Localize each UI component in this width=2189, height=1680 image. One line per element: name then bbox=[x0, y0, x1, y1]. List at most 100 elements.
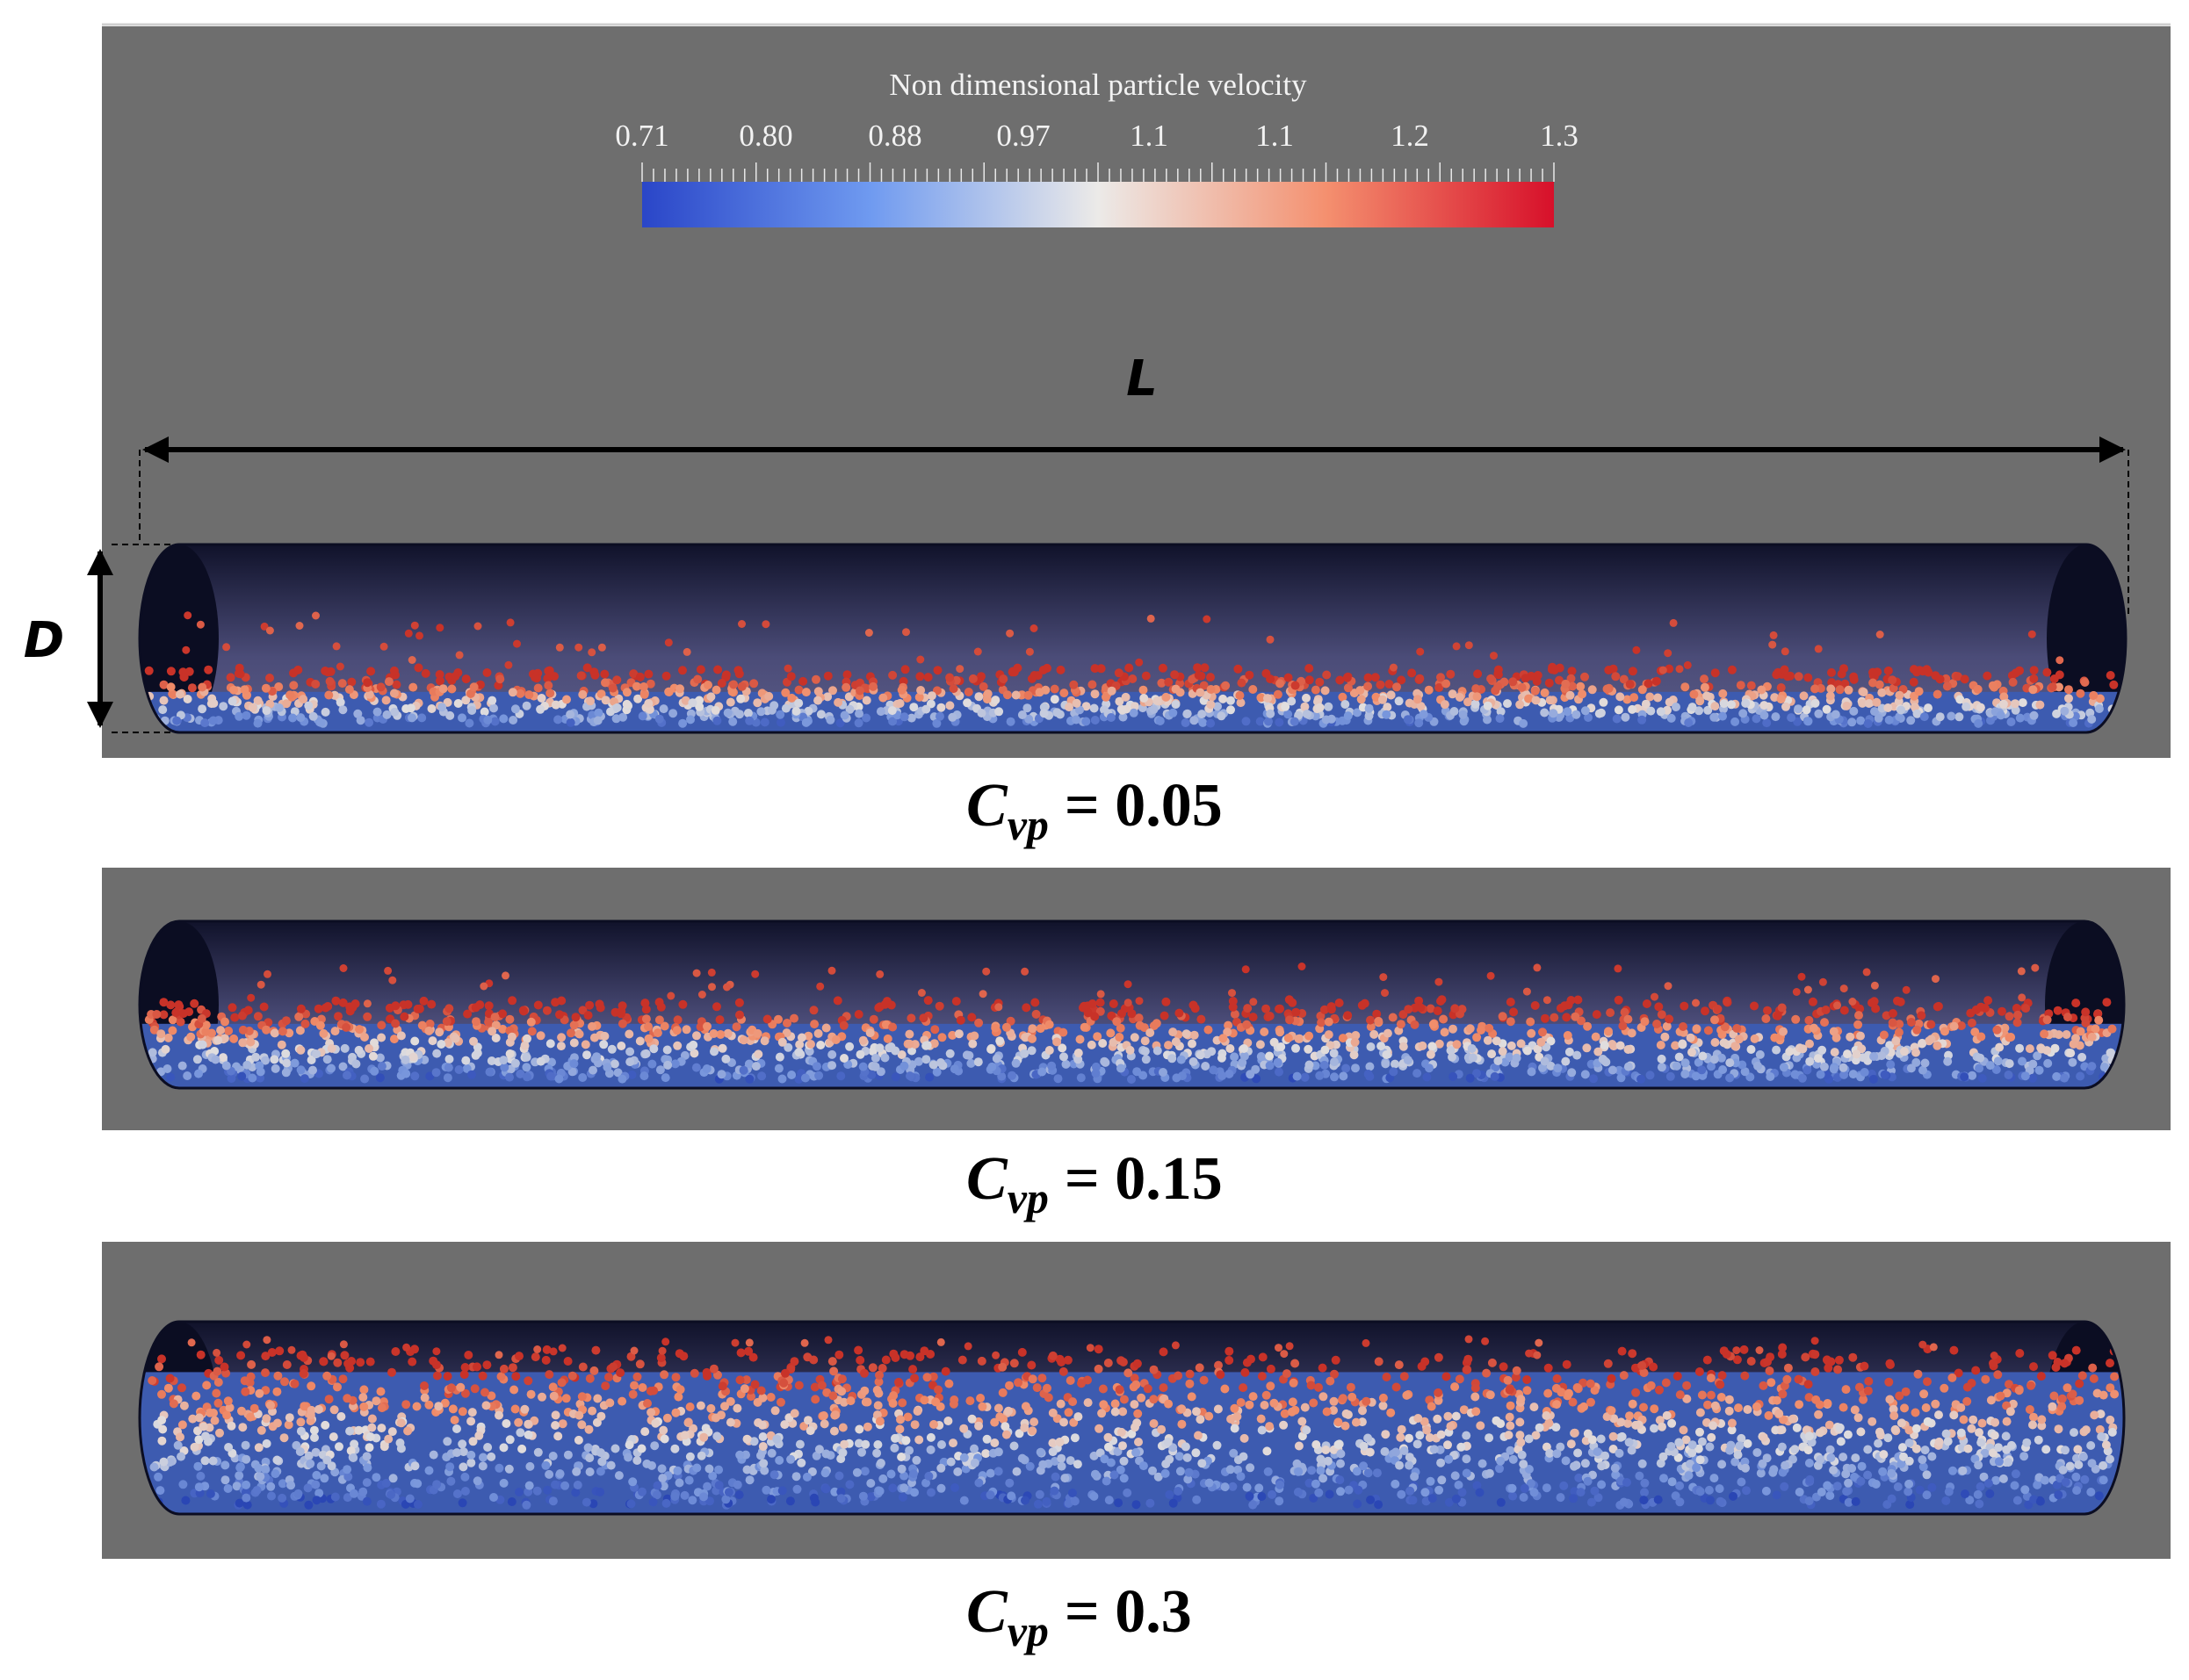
particle bbox=[1835, 685, 1845, 695]
particle bbox=[642, 1459, 652, 1468]
particle bbox=[842, 670, 852, 680]
particle bbox=[1477, 1459, 1487, 1468]
particle bbox=[2048, 682, 2057, 692]
particle bbox=[1325, 1489, 1334, 1499]
particle bbox=[1322, 670, 1332, 680]
particle bbox=[408, 1357, 417, 1366]
particle bbox=[309, 1425, 319, 1435]
particle bbox=[1664, 649, 1672, 658]
particle bbox=[986, 1044, 996, 1054]
particle bbox=[1242, 1482, 1252, 1492]
particle bbox=[1397, 1489, 1406, 1499]
particle bbox=[1441, 1372, 1451, 1381]
particle bbox=[168, 1026, 177, 1035]
particle bbox=[452, 1448, 462, 1458]
particle bbox=[551, 700, 560, 710]
particle bbox=[363, 1463, 372, 1473]
particle bbox=[1639, 1402, 1648, 1412]
particle bbox=[588, 648, 596, 657]
particle bbox=[1323, 1456, 1333, 1466]
particle bbox=[915, 672, 925, 681]
particle bbox=[1263, 694, 1272, 703]
particle bbox=[802, 1472, 812, 1482]
particle bbox=[1109, 1037, 1118, 1047]
particle bbox=[886, 1000, 896, 1010]
particle bbox=[1996, 710, 2005, 720]
particle bbox=[1922, 1490, 1932, 1500]
particle bbox=[1519, 1493, 1528, 1502]
particle bbox=[558, 1419, 567, 1429]
particle bbox=[544, 667, 553, 676]
particle bbox=[1106, 1458, 1116, 1467]
particle bbox=[1290, 681, 1300, 690]
particle bbox=[1687, 703, 1697, 712]
particle bbox=[1587, 685, 1597, 695]
particle bbox=[651, 1418, 661, 1428]
particle bbox=[490, 1013, 500, 1022]
particle bbox=[794, 685, 804, 695]
particle bbox=[1727, 665, 1737, 674]
particle bbox=[148, 1376, 157, 1385]
colorbar-ticks bbox=[641, 162, 1555, 182]
particle bbox=[389, 689, 399, 698]
particle bbox=[628, 1389, 638, 1399]
particle bbox=[1954, 1368, 1963, 1378]
particle bbox=[1732, 1355, 1742, 1365]
particle bbox=[1376, 680, 1385, 689]
particle bbox=[367, 1414, 377, 1424]
particle bbox=[342, 1022, 351, 1032]
particle bbox=[440, 1398, 450, 1408]
particle bbox=[998, 1388, 1008, 1397]
particle bbox=[177, 1383, 186, 1393]
particle bbox=[1994, 1443, 2003, 1453]
particle bbox=[823, 692, 833, 702]
particle bbox=[1320, 686, 1330, 696]
particle bbox=[359, 1402, 369, 1411]
particle bbox=[179, 672, 189, 681]
particle bbox=[1266, 635, 1275, 644]
particle bbox=[921, 1041, 931, 1050]
particle bbox=[920, 1395, 929, 1405]
particle bbox=[574, 1029, 584, 1039]
particle bbox=[1621, 712, 1630, 722]
particle bbox=[573, 1481, 582, 1489]
particle bbox=[2055, 656, 2064, 665]
particle bbox=[289, 681, 299, 690]
particle bbox=[498, 1009, 507, 1019]
particle bbox=[1498, 1047, 1507, 1056]
particle bbox=[403, 1426, 413, 1436]
particle bbox=[1628, 1399, 1637, 1409]
particle bbox=[1827, 667, 1836, 677]
particle bbox=[2065, 1461, 2075, 1471]
particle bbox=[198, 704, 207, 714]
particle bbox=[1573, 1448, 1583, 1458]
particle bbox=[488, 696, 497, 705]
particle bbox=[475, 1000, 485, 1010]
particle bbox=[469, 682, 479, 692]
particle bbox=[415, 631, 423, 640]
particle bbox=[1433, 1414, 1442, 1424]
particle bbox=[443, 1437, 452, 1446]
particle bbox=[177, 1061, 187, 1071]
particle bbox=[541, 1460, 551, 1470]
particle bbox=[2087, 1032, 2097, 1042]
particle bbox=[1935, 674, 1945, 684]
particle bbox=[831, 1035, 841, 1044]
particle bbox=[1921, 1403, 1931, 1412]
particle bbox=[1351, 1031, 1361, 1040]
particle bbox=[1782, 1374, 1792, 1384]
particle bbox=[1416, 647, 1425, 656]
particle bbox=[536, 704, 545, 714]
particle bbox=[221, 1061, 231, 1071]
particle bbox=[858, 1491, 868, 1501]
particle bbox=[1803, 717, 1813, 726]
particle bbox=[408, 1052, 418, 1062]
particle bbox=[993, 1403, 1003, 1413]
particle bbox=[585, 1467, 595, 1476]
particle bbox=[1697, 1437, 1707, 1446]
particle bbox=[869, 681, 878, 691]
particle bbox=[625, 1057, 635, 1067]
particle bbox=[1389, 1067, 1398, 1077]
particle bbox=[428, 1036, 437, 1046]
particle bbox=[1140, 1036, 1150, 1046]
